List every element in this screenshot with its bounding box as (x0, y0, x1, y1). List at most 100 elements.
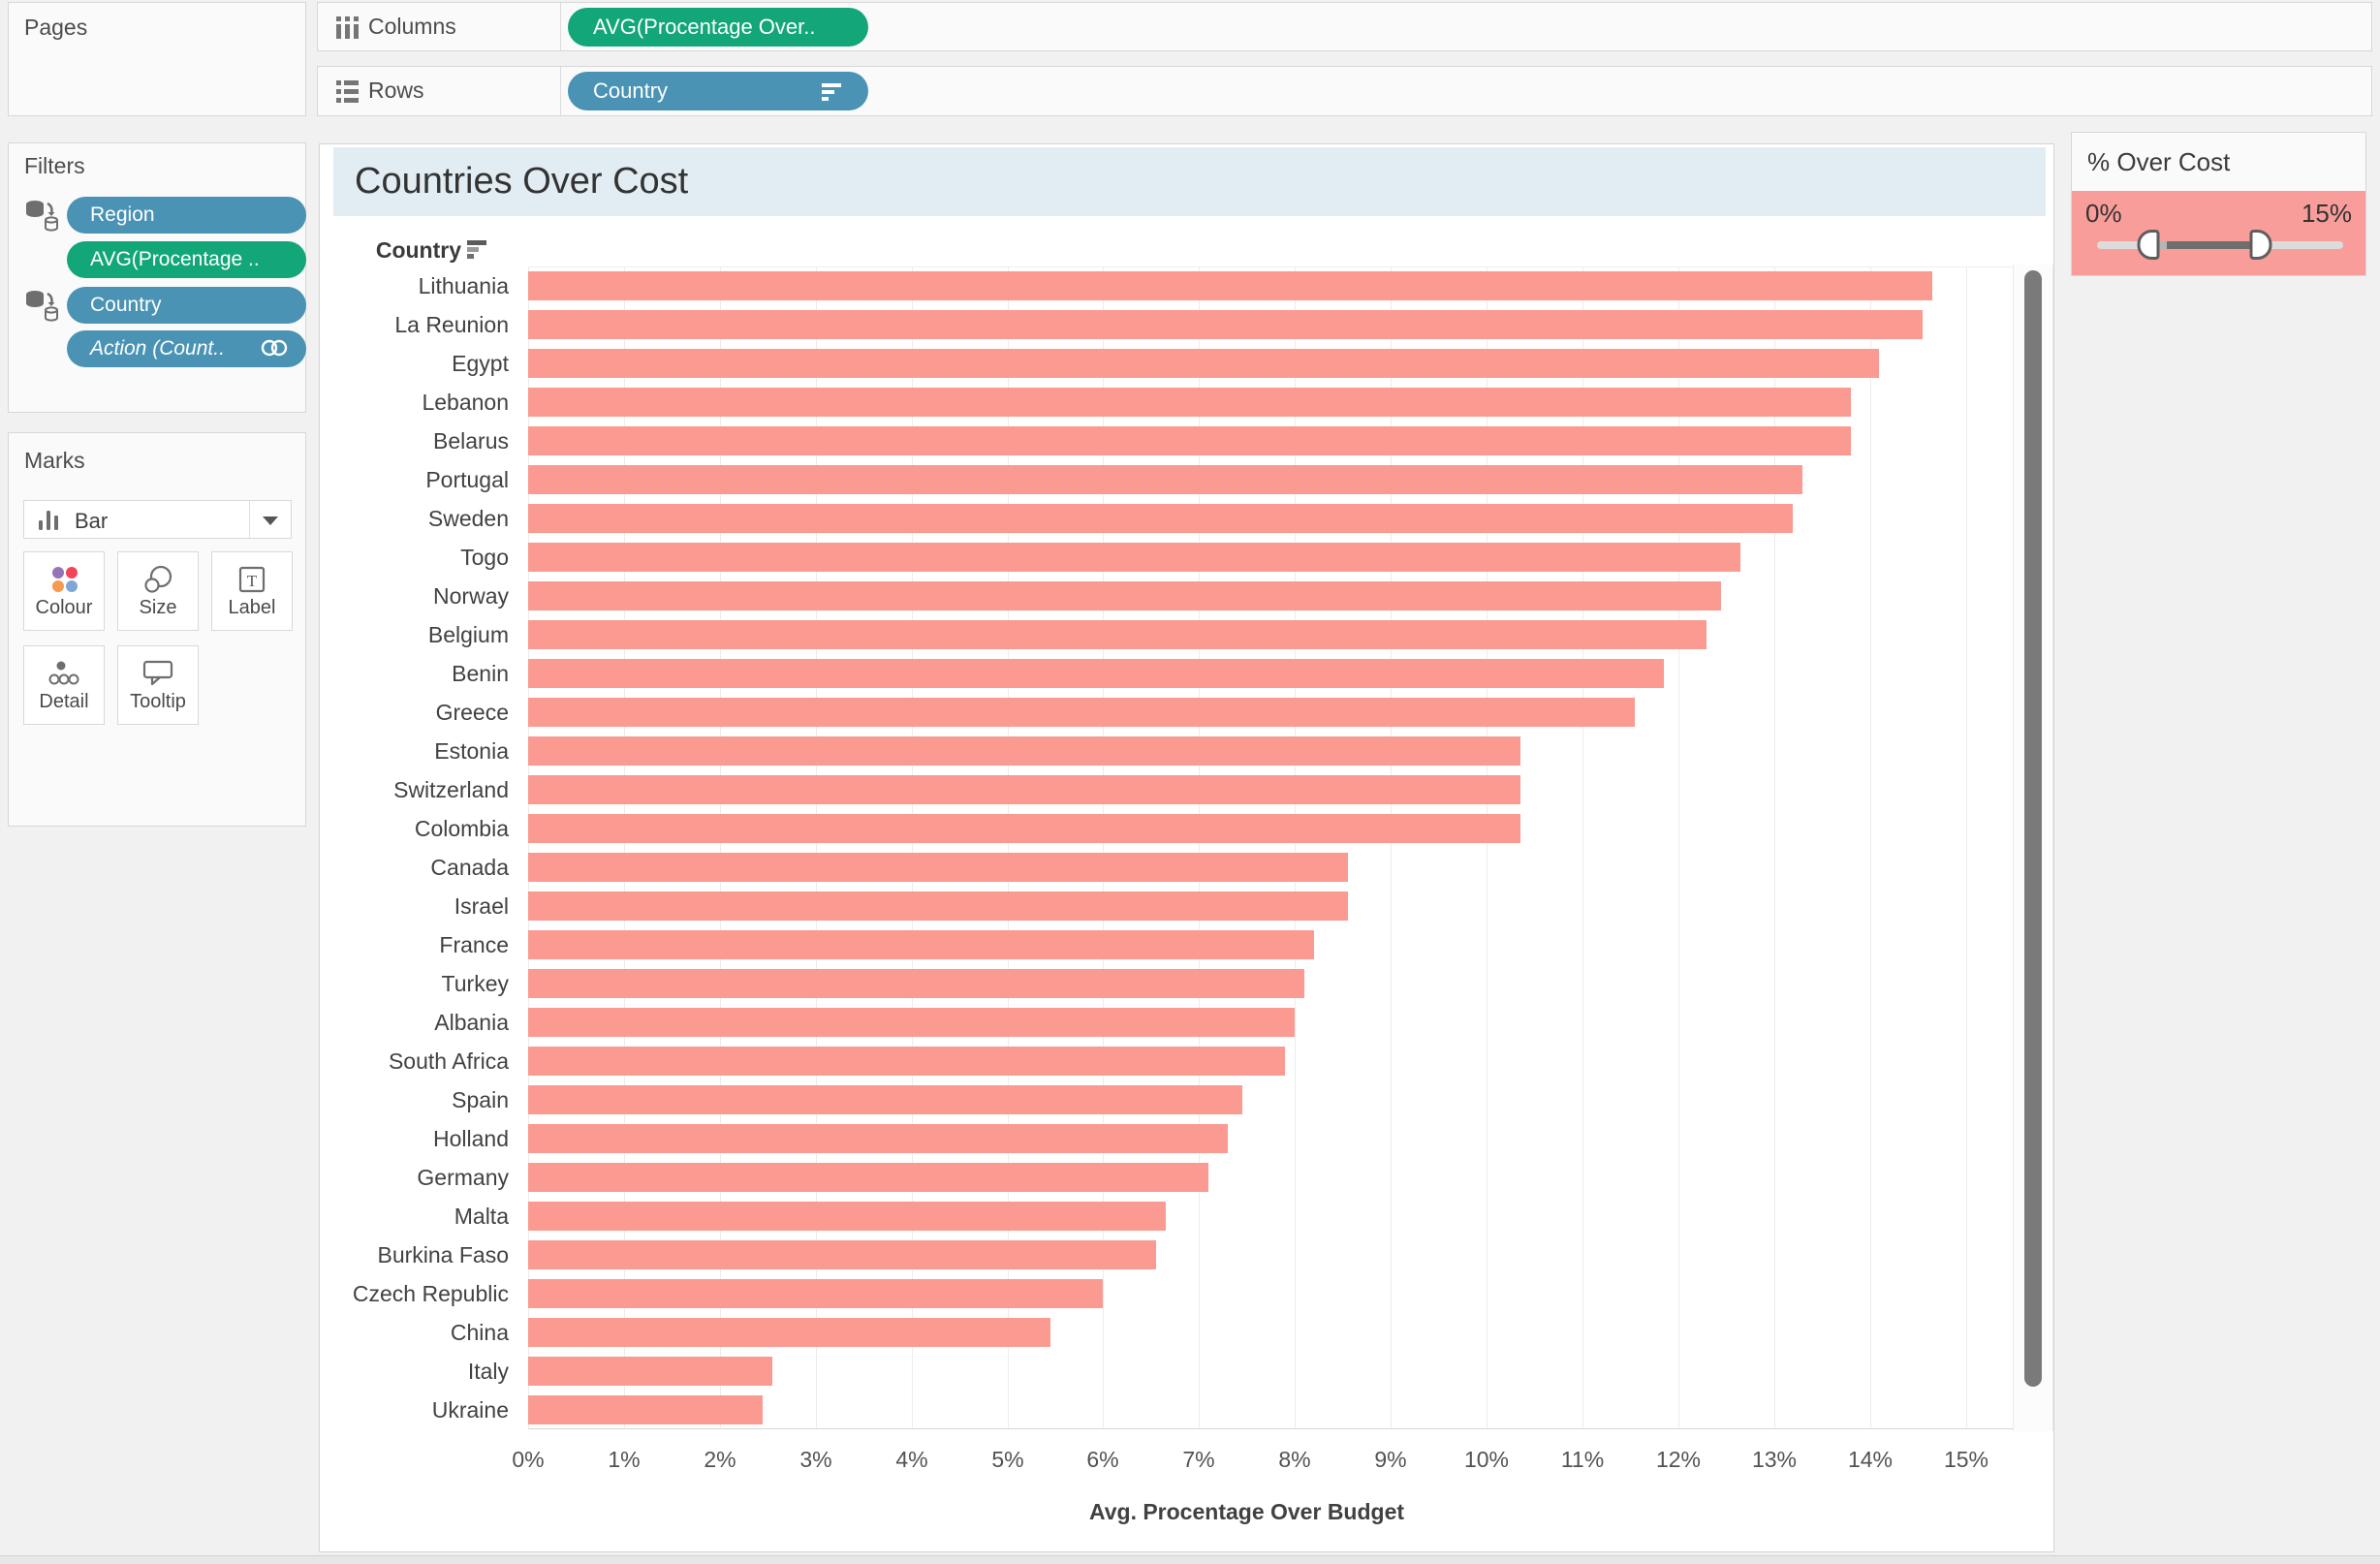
horizontal-scroll-area[interactable] (0, 1555, 2380, 1564)
tooltip-button[interactable]: Tooltip (117, 645, 199, 725)
rows-shelf[interactable]: Rows Country (317, 66, 2372, 116)
mark-type-dropdown[interactable]: Bar (23, 500, 292, 539)
bar-mark[interactable] (528, 1008, 1295, 1037)
bar-mark[interactable] (528, 659, 1664, 688)
bar-mark[interactable] (528, 853, 1348, 882)
filter-pill-action[interactable]: Action (Count.. (67, 330, 306, 367)
size-button[interactable]: Size (117, 551, 199, 631)
slider-left-handle[interactable] (2137, 230, 2160, 260)
gridline (1295, 267, 1296, 1428)
bar-mark[interactable] (528, 698, 1635, 727)
bar-mark[interactable] (528, 969, 1304, 998)
quick-filter-title: % Over Cost (2087, 147, 2231, 176)
country-label[interactable]: France (439, 932, 509, 957)
bar-mark[interactable] (528, 775, 1520, 804)
country-label[interactable]: South Africa (388, 1048, 509, 1074)
chart-row: Burkina Faso (320, 1236, 2014, 1274)
bar-mark[interactable] (528, 504, 1793, 533)
chart-row: Italy (320, 1352, 2014, 1391)
scrollbar-thumb[interactable] (2024, 270, 2042, 1387)
country-label[interactable]: Norway (433, 583, 509, 609)
x-axis-tick-label: 2% (704, 1447, 736, 1472)
country-label[interactable]: Malta (454, 1204, 509, 1229)
vertical-scrollbar[interactable] (2013, 265, 2053, 1431)
country-label[interactable]: Israel (454, 893, 509, 919)
columns-pill-avg-procentage[interactable]: AVG(Procentage Over.. (568, 8, 868, 47)
bar-mark[interactable] (528, 891, 1348, 921)
country-label[interactable]: Belgium (427, 622, 509, 647)
bar-mark[interactable] (528, 736, 1520, 766)
country-label[interactable]: Albania (434, 1010, 509, 1035)
country-label[interactable]: Togo (460, 545, 509, 570)
bar-mark[interactable] (528, 465, 1802, 494)
chevron-down-icon[interactable] (263, 516, 278, 525)
chart-row: Portugal (320, 460, 2014, 499)
country-label[interactable]: Switzerland (393, 777, 509, 802)
bar-mark[interactable] (528, 1163, 1208, 1192)
country-label[interactable]: Egypt (452, 351, 509, 376)
columns-icon (336, 16, 359, 39)
range-slider[interactable] (2097, 230, 2343, 260)
country-label[interactable]: Sweden (427, 506, 509, 531)
slider-right-handle[interactable] (2249, 230, 2272, 260)
country-label[interactable]: Czech Republic (352, 1281, 509, 1306)
bar-mark[interactable] (528, 271, 1932, 300)
bar-mark[interactable] (528, 1085, 1242, 1114)
bar-mark[interactable] (528, 388, 1851, 417)
gridline (1008, 267, 1009, 1428)
bar-mark[interactable] (528, 1357, 772, 1386)
marks-card: Marks Bar Colour Size (8, 432, 306, 827)
chart-row: Switzerland (320, 770, 2014, 809)
filters-shelf[interactable]: Filters Region AVG(Procentage .. Country (8, 142, 306, 413)
country-label[interactable]: Colombia (414, 816, 509, 841)
bar-mark[interactable] (528, 1395, 763, 1424)
country-label[interactable]: Lebanon (422, 390, 509, 415)
bar-mark[interactable] (528, 581, 1721, 610)
bar-mark[interactable] (528, 930, 1314, 959)
bar-mark[interactable] (528, 620, 1707, 649)
chart-row: Benin (320, 654, 2014, 693)
country-label[interactable]: Turkey (441, 971, 509, 996)
colour-button[interactable]: Colour (23, 551, 105, 631)
country-label[interactable]: Estonia (434, 738, 509, 764)
bar-mark[interactable] (528, 1279, 1103, 1308)
gridline (1487, 267, 1488, 1428)
sort-descending-icon[interactable] (822, 83, 845, 101)
country-label[interactable]: Holland (433, 1126, 509, 1151)
row-header-country[interactable]: Country (320, 237, 486, 264)
bar-mark[interactable] (528, 426, 1851, 455)
bar-mark[interactable] (528, 1047, 1285, 1076)
rows-pill-country[interactable]: Country (568, 72, 868, 110)
country-label[interactable]: Canada (430, 855, 509, 880)
pages-shelf[interactable]: Pages (8, 2, 306, 116)
detail-button[interactable]: Detail (23, 645, 105, 725)
columns-shelf[interactable]: Columns AVG(Procentage Over.. (317, 2, 2372, 51)
bar-mark[interactable] (528, 1318, 1050, 1347)
bar-mark[interactable] (528, 310, 1923, 339)
country-label[interactable]: La Reunion (394, 312, 509, 337)
bar-mark[interactable] (528, 349, 1879, 378)
bar-mark[interactable] (528, 814, 1520, 843)
filter-pill-country[interactable]: Country (67, 287, 306, 324)
sort-descending-icon[interactable] (467, 240, 488, 260)
country-label[interactable]: Benin (452, 661, 509, 686)
bar-mark[interactable] (528, 1202, 1166, 1231)
gridline (1870, 267, 1871, 1428)
country-label[interactable]: Portugal (425, 467, 509, 492)
country-label[interactable]: Italy (467, 1359, 509, 1384)
filter-pill-avg-procentage[interactable]: AVG(Procentage .. (67, 241, 306, 278)
country-label[interactable]: Spain (452, 1087, 509, 1112)
filter-pill-region[interactable]: Region (67, 197, 306, 234)
country-label[interactable]: Greece (435, 700, 509, 725)
country-label[interactable]: Germany (417, 1165, 509, 1190)
label-button[interactable]: T Label (211, 551, 293, 631)
country-label[interactable]: Belarus (433, 428, 509, 454)
country-label[interactable]: Ukraine (431, 1397, 509, 1423)
bar-mark[interactable] (528, 1240, 1156, 1269)
country-label[interactable]: China (450, 1320, 509, 1345)
country-label[interactable]: Lithuania (418, 273, 509, 298)
country-label[interactable]: Burkina Faso (377, 1242, 509, 1267)
datasource-filter-icon (26, 291, 58, 322)
bar-mark[interactable] (528, 543, 1740, 572)
bar-mark[interactable] (528, 1124, 1228, 1153)
